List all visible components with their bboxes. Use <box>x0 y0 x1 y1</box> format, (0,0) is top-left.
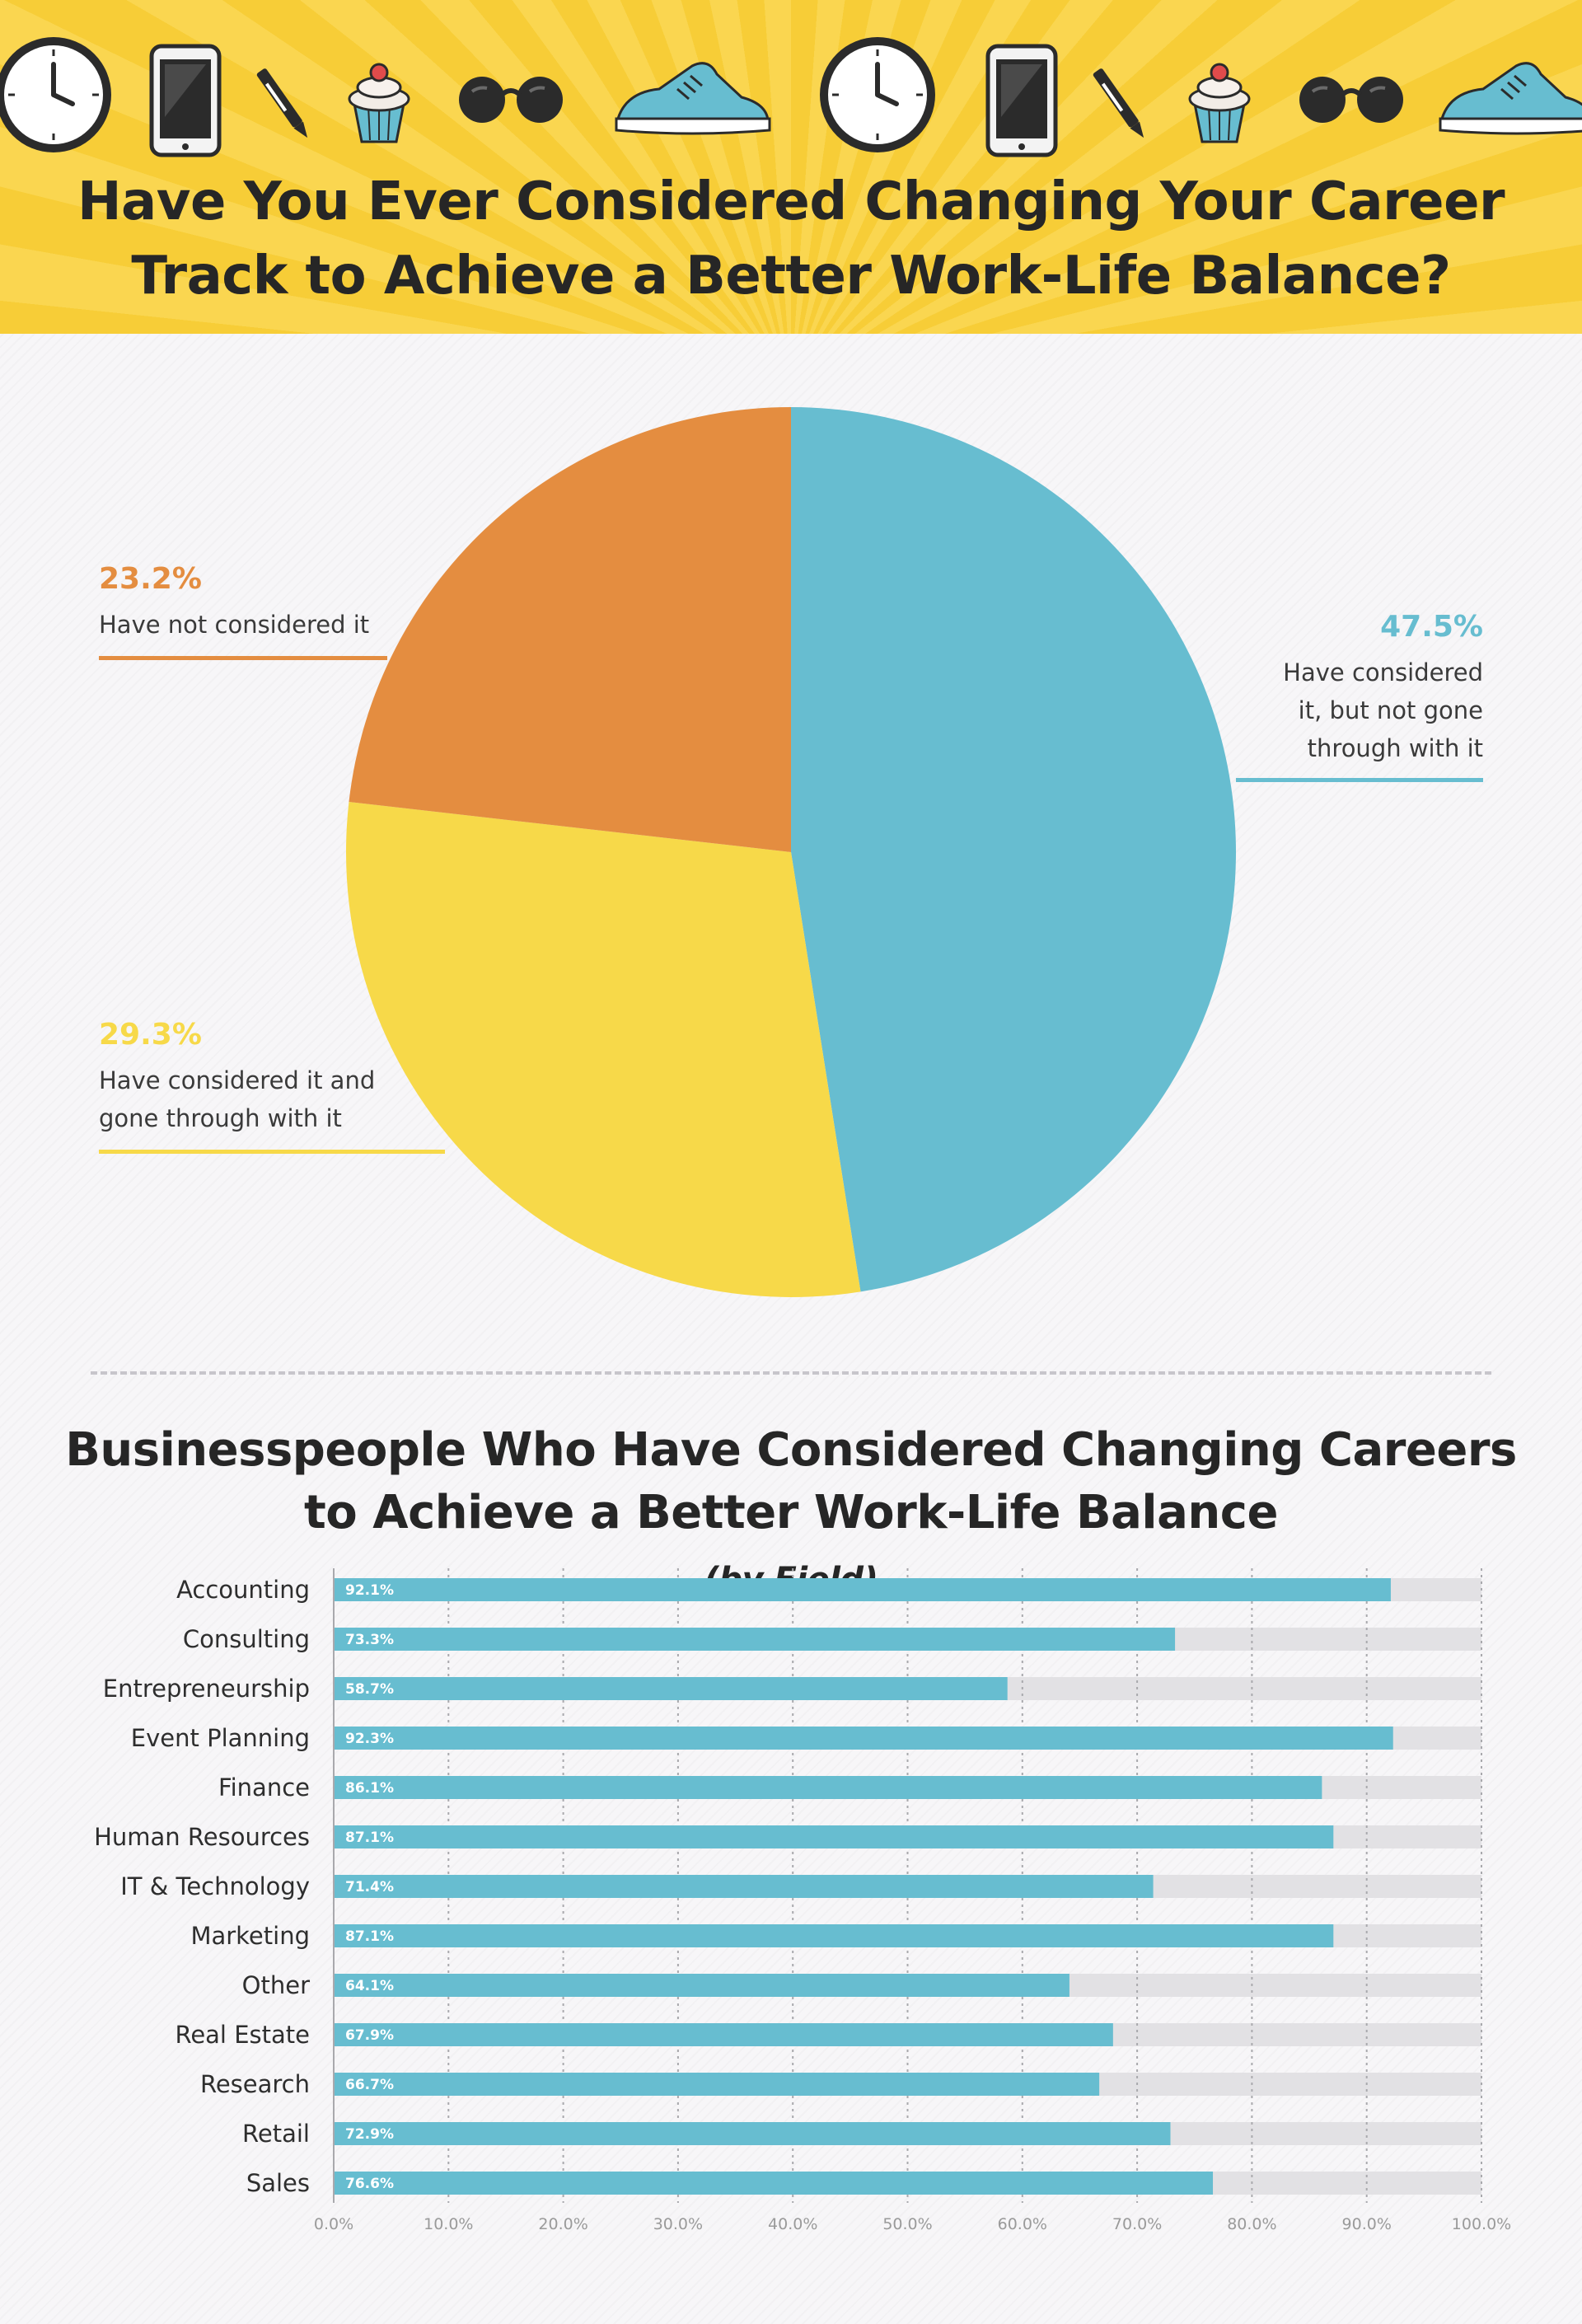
sneaker-icon <box>1434 49 1582 152</box>
bar-value-label: 73.3% <box>345 1632 394 1648</box>
bar-value-label: 76.6% <box>345 2176 394 2192</box>
x-tick-label: 90.0% <box>1342 2215 1392 2233</box>
category-label: Sales <box>246 2169 310 2197</box>
bar-value-label: 71.4% <box>345 1879 394 1895</box>
pie-label-pct: 47.5% <box>1380 610 1483 644</box>
title-line-1: Have You Ever Considered Changing Your C… <box>77 171 1505 232</box>
pie-label-desc-line: Have considered <box>1283 658 1483 686</box>
bar-title-line-2: to Achieve a Better Work-Life Balance <box>304 1486 1278 1539</box>
category-label: IT & Technology <box>120 1872 310 1900</box>
bar-value-label: 66.7% <box>345 2077 394 2093</box>
pie-label-rule <box>99 656 387 660</box>
bar <box>334 1776 1322 1799</box>
cupcake-icon <box>1182 56 1257 151</box>
smartphone-icon <box>985 43 1059 162</box>
pie-label-desc-line: Have considered it and <box>99 1066 376 1094</box>
pie-label-considered-and-gone: 29.3% Have considered it and gone throug… <box>99 1018 445 1154</box>
bar-value-label: 87.1% <box>345 1830 394 1846</box>
bar-value-label: 58.7% <box>345 1681 394 1698</box>
bar-chart: 0.0% 10.0% 20.0% 30.0% 40.0% 50.0% 60.0% 70.0% 8… <box>94 1568 1511 2233</box>
bar-value-label: 67.9% <box>345 2027 394 2044</box>
x-tick-label: 10.0% <box>424 2215 473 2233</box>
pie-label-pct: 23.2% <box>99 562 202 596</box>
category-label: Real Estate <box>175 2021 310 2049</box>
bar <box>334 2023 1113 2046</box>
cupcake-icon <box>342 56 416 151</box>
pen-icon <box>255 59 313 154</box>
x-tick-label: 60.0% <box>998 2215 1047 2233</box>
title-line-2: Track to Achieve a Better Work-Life Bala… <box>131 246 1451 307</box>
pie-label-desc-line: gone through with it <box>99 1104 342 1132</box>
x-tick-label: 100.0% <box>1452 2215 1511 2233</box>
bar <box>334 2172 1214 2195</box>
pen-icon <box>1092 59 1149 154</box>
bar-value-label: 87.1% <box>345 1928 394 1945</box>
category-label: Other <box>242 1971 310 1999</box>
sneaker-icon <box>610 49 775 152</box>
x-tick-label: 30.0% <box>653 2215 703 2233</box>
category-label: Finance <box>218 1773 310 1802</box>
pie-label-pct: 29.3% <box>99 1018 202 1052</box>
clock-icon <box>816 33 939 161</box>
pie-slice-not-considered <box>349 407 791 852</box>
category-label: Entrepreneurship <box>103 1675 310 1703</box>
pie-section: 47.5% Have considered it, but not gone t… <box>0 334 1582 1356</box>
x-tick-label: 70.0% <box>1112 2215 1162 2233</box>
x-tick-label: 0.0% <box>314 2215 353 2233</box>
bar <box>334 1825 1334 1848</box>
pie-label-desc-line: through with it <box>1307 734 1483 762</box>
bar-value-label: 64.1% <box>345 1978 394 1994</box>
pie-label-rule <box>1236 778 1483 782</box>
bar <box>334 1628 1176 1651</box>
bar-title-line-1: Businesspeople Who Have Considered Chang… <box>65 1423 1517 1477</box>
pie-label-desc-line: it, but not gone <box>1298 696 1483 724</box>
clock-icon <box>0 33 115 161</box>
bar-value-label: 86.1% <box>345 1780 394 1797</box>
pie-label-not-considered: 23.2% Have not considered it <box>99 562 387 660</box>
x-tick-label: 40.0% <box>768 2215 817 2233</box>
sunglasses-icon <box>449 70 573 132</box>
pie-label-rule <box>99 1150 445 1154</box>
pie-slice-considered-and-gone <box>346 802 861 1297</box>
bar <box>334 1974 1069 1997</box>
pie-slice-considered-not-gone <box>791 407 1236 1292</box>
bar-value-label: 92.3% <box>345 1731 394 1747</box>
section-divider <box>91 1371 1491 1375</box>
pie-chart <box>346 407 1236 1297</box>
category-label: Accounting <box>176 1576 310 1604</box>
bar <box>334 1578 1391 1601</box>
smartphone-icon <box>148 43 222 162</box>
bar <box>334 2073 1100 2096</box>
pie-label-considered-not-gone: 47.5% Have considered it, but not gone t… <box>1236 610 1483 782</box>
category-label: Consulting <box>183 1625 310 1653</box>
bar <box>334 1875 1154 1898</box>
category-label: Retail <box>242 2120 310 2148</box>
x-tick-label: 80.0% <box>1227 2215 1276 2233</box>
category-label: Event Planning <box>131 1724 310 1752</box>
page-title: Have You Ever Considered Changing Your C… <box>0 165 1582 313</box>
bar <box>334 1727 1393 1750</box>
bar <box>334 1924 1334 1947</box>
pie-label-desc-line: Have not considered it <box>99 611 370 639</box>
bar-value-label: 92.1% <box>345 1582 394 1599</box>
category-label: Human Resources <box>94 1823 310 1851</box>
bar <box>334 2122 1171 2145</box>
category-label: Marketing <box>190 1922 310 1950</box>
bar-value-label: 72.9% <box>345 2126 394 2143</box>
x-tick-label: 20.0% <box>538 2215 587 2233</box>
sunglasses-icon <box>1289 70 1413 132</box>
category-label: Research <box>200 2070 310 2098</box>
bar-chart-title: Businesspeople Who Have Considered Chang… <box>0 1419 1582 1611</box>
header-banner: Have You Ever Considered Changing Your C… <box>0 0 1582 334</box>
bar <box>334 1677 1008 1700</box>
x-tick-label: 50.0% <box>882 2215 932 2233</box>
